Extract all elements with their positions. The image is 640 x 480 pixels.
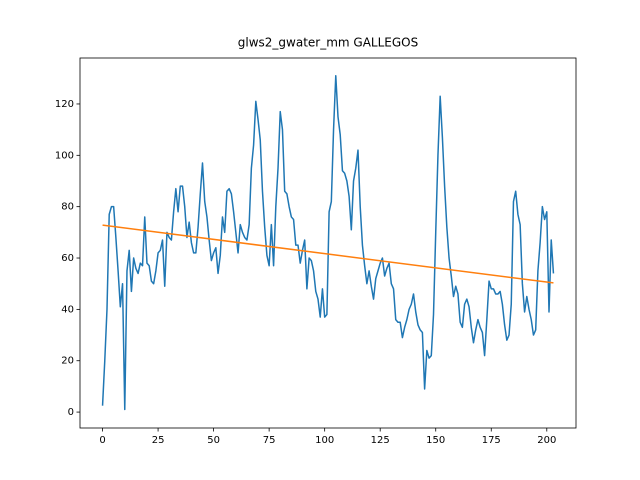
x-tick-label: 50 <box>207 435 220 446</box>
x-tick-label: 125 <box>371 435 390 446</box>
y-tick-label: 80 <box>61 202 74 213</box>
x-tick-label: 175 <box>482 435 501 446</box>
y-tick-label: 0 <box>68 407 74 418</box>
y-tick-label: 100 <box>55 150 74 161</box>
data-line <box>101 74 555 411</box>
y-tick-label: 60 <box>61 253 74 264</box>
x-tick-label: 25 <box>152 435 165 446</box>
data-line <box>102 224 554 284</box>
chart-title: glws2_gwater_mm GALLEGOS <box>238 36 418 50</box>
x-tick-label: 75 <box>263 435 276 446</box>
x-tick-label: 0 <box>99 435 105 446</box>
x-tick-label: 200 <box>537 435 556 446</box>
y-tick-label: 40 <box>61 304 74 315</box>
y-tick-label: 120 <box>55 99 74 110</box>
y-tick-label: 20 <box>61 356 74 367</box>
x-tick-label: 100 <box>315 435 334 446</box>
x-tick-label: 150 <box>426 435 445 446</box>
axes-frame <box>79 57 577 429</box>
